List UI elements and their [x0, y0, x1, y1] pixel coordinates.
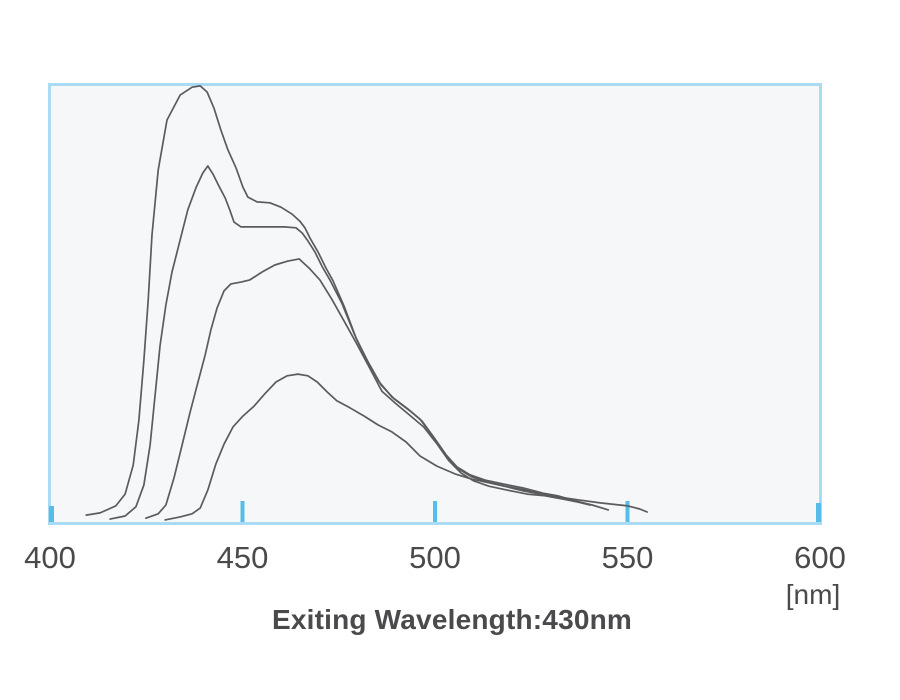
x-axis-labels: 400 450 500 550 600 [0, 540, 900, 580]
x-tick-label-450: 450 [216, 540, 269, 575]
plot-area [48, 83, 822, 525]
x-tick-label-500: 500 [409, 540, 461, 575]
chart-caption: Exiting Wavelength:430nm [271, 604, 633, 635]
x-tick-label-600: 600 [794, 540, 846, 575]
x-tick-label-400: 400 [24, 540, 76, 575]
x-axis-unit-label: [nm] [785, 579, 841, 610]
x-tick-label-550: 550 [601, 540, 654, 575]
